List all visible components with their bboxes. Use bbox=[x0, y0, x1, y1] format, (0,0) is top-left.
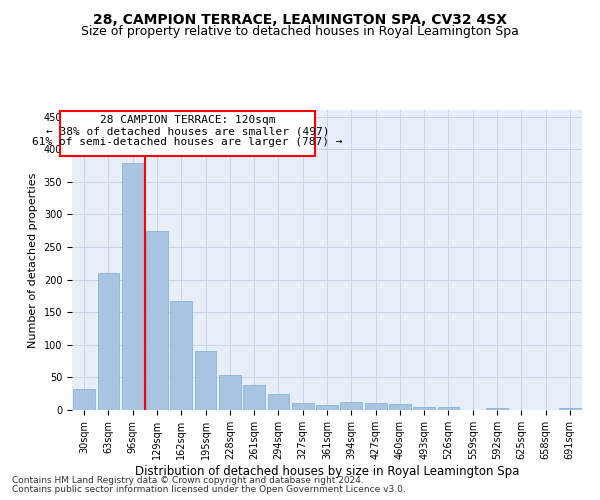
Bar bbox=[292, 403, 314, 410]
Text: 28 CAMPION TERRACE: 120sqm: 28 CAMPION TERRACE: 120sqm bbox=[100, 114, 275, 124]
Text: 61% of semi-detached houses are larger (787) →: 61% of semi-detached houses are larger (… bbox=[32, 138, 343, 147]
Bar bbox=[437, 406, 460, 410]
X-axis label: Distribution of detached houses by size in Royal Leamington Spa: Distribution of detached houses by size … bbox=[135, 464, 519, 477]
Text: Size of property relative to detached houses in Royal Leamington Spa: Size of property relative to detached ho… bbox=[81, 25, 519, 38]
Text: Contains public sector information licensed under the Open Government Licence v3: Contains public sector information licen… bbox=[12, 485, 406, 494]
Text: Contains HM Land Registry data © Crown copyright and database right 2024.: Contains HM Land Registry data © Crown c… bbox=[12, 476, 364, 485]
Bar bbox=[340, 402, 362, 410]
Bar bbox=[97, 273, 119, 410]
Bar bbox=[389, 404, 411, 410]
Bar bbox=[170, 301, 192, 410]
FancyBboxPatch shape bbox=[60, 110, 315, 156]
Bar bbox=[559, 408, 581, 410]
Bar bbox=[413, 408, 435, 410]
Text: ← 38% of detached houses are smaller (497): ← 38% of detached houses are smaller (49… bbox=[46, 126, 329, 136]
Bar bbox=[146, 230, 168, 410]
Y-axis label: Number of detached properties: Number of detached properties bbox=[28, 172, 38, 348]
Bar bbox=[365, 404, 386, 410]
Bar bbox=[486, 408, 508, 410]
Bar bbox=[268, 394, 289, 410]
Text: 28, CAMPION TERRACE, LEAMINGTON SPA, CV32 4SX: 28, CAMPION TERRACE, LEAMINGTON SPA, CV3… bbox=[93, 12, 507, 26]
Bar bbox=[219, 376, 241, 410]
Bar bbox=[122, 164, 143, 410]
Bar bbox=[73, 389, 95, 410]
Bar bbox=[316, 406, 338, 410]
Bar bbox=[243, 384, 265, 410]
Bar bbox=[194, 352, 217, 410]
